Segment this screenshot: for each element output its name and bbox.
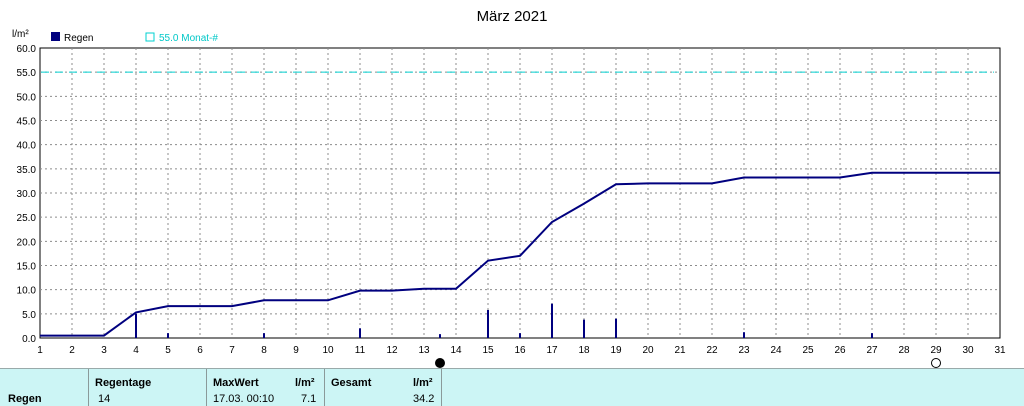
- maxwert-value: 7.1: [301, 393, 317, 405]
- y-tick-label: 20.0: [17, 237, 37, 248]
- cumulative-rain-line: [40, 171, 1000, 337]
- maxwert-unit: l/m²: [295, 377, 315, 389]
- rain-chart: März 2021 l/m² Regen 55.0 Monat-# 0.0 5.0…: [12, 8, 1006, 368]
- summary-table: Regen Regentage 14 MaxWert l/m² 17.03. 0…: [0, 368, 1024, 406]
- y-tick-label: 0.0: [22, 334, 36, 345]
- maxwert-time: 17.03. 00:10: [213, 393, 275, 405]
- x-tick-label: 27: [866, 345, 878, 356]
- regentage-value: 14: [98, 393, 111, 405]
- legend-label-monthly: 55.0 Monat-#: [159, 33, 218, 44]
- full-moon-icon: [931, 358, 941, 368]
- x-tick-label: 1: [37, 345, 43, 356]
- rain-bar: [439, 334, 441, 338]
- chart-title: März 2021: [477, 8, 548, 25]
- legend-label-rain: Regen: [64, 33, 93, 44]
- y-tick-label: 55.0: [17, 68, 37, 79]
- x-tick-label: 6: [197, 345, 203, 356]
- x-tick-label: 4: [133, 345, 139, 356]
- x-tick-label: 9: [293, 345, 299, 356]
- summary-gesamt-cell: Gesamt l/m² 34.2: [324, 369, 441, 406]
- rain-bar: [583, 319, 585, 338]
- rain-bar: [359, 328, 361, 338]
- x-tick-label: 5: [165, 345, 171, 356]
- x-tick-label: 30: [962, 345, 974, 356]
- x-tick-label: 21: [674, 345, 686, 356]
- summary-label-cell: Regen: [0, 369, 88, 406]
- y-tick-label: 60.0: [17, 44, 37, 55]
- summary-maxwert-cell: MaxWert l/m² 17.03. 00:10 7.1: [206, 369, 324, 406]
- rain-bar: [743, 332, 745, 338]
- summary-row-label: Regen: [8, 393, 42, 405]
- rain-bar: [551, 303, 553, 338]
- x-tick-labels: 1 2 3 4 5 6 7 8 9 10 11 12 13 14 15 16 17 18 19 20 21 22 23 24 2…: [37, 345, 1006, 356]
- x-tick-label: 18: [578, 345, 590, 356]
- rain-bar: [135, 313, 137, 338]
- x-tick-label: 20: [642, 345, 654, 356]
- x-tick-label: 13: [418, 345, 430, 356]
- x-tick-label: 24: [770, 345, 782, 356]
- y-tick-labels: 0.0 5.0 10.0 15.0 20.0 25.0 30.0 35.0 40.0 45.0 50…: [17, 44, 37, 345]
- gesamt-header: Gesamt: [331, 377, 372, 389]
- x-tick-label: 8: [261, 345, 267, 356]
- x-tick-label: 15: [482, 345, 494, 356]
- x-tick-label: 23: [738, 345, 750, 356]
- y-tick-label: 25.0: [17, 213, 37, 224]
- y-tick-label: 30.0: [17, 189, 37, 200]
- summary-empty-cell: [441, 369, 1024, 406]
- legend-swatch-rain: [51, 32, 60, 41]
- x-tick-label: 22: [706, 345, 718, 356]
- x-tick-label: 11: [355, 345, 366, 356]
- moon-phase-markers: [435, 358, 941, 368]
- rain-bar: [519, 333, 521, 338]
- y-tick-label: 10.0: [17, 286, 37, 297]
- x-tick-label: 17: [546, 345, 558, 356]
- x-tick-label: 2: [69, 345, 75, 356]
- new-moon-icon: [435, 358, 445, 368]
- rain-bar: [263, 333, 265, 338]
- x-tick-label: 14: [450, 345, 462, 356]
- y-tick-label: 5.0: [22, 310, 36, 321]
- x-tick-label: 26: [834, 345, 846, 356]
- y-axis-unit: l/m²: [12, 29, 29, 40]
- rain-bar: [167, 333, 169, 338]
- x-tick-label: 10: [322, 345, 334, 356]
- x-tick-label: 7: [229, 345, 235, 356]
- gesamt-unit: l/m²: [413, 377, 433, 389]
- rain-bar: [487, 309, 489, 338]
- daily-rain-bars: [135, 303, 873, 338]
- legend: Regen 55.0 Monat-#: [51, 32, 218, 44]
- y-tick-label: 15.0: [17, 262, 37, 273]
- x-tick-label: 16: [514, 345, 526, 356]
- y-tick-label: 50.0: [17, 92, 37, 103]
- summary-regentage-cell: Regentage 14: [88, 369, 206, 406]
- y-tick-label: 40.0: [17, 141, 37, 152]
- rain-bar: [871, 333, 873, 338]
- x-tick-label: 28: [898, 345, 910, 356]
- x-tick-label: 3: [101, 345, 107, 356]
- x-tick-label: 31: [994, 345, 1006, 356]
- x-tick-label: 29: [930, 345, 942, 356]
- maxwert-header: MaxWert: [213, 377, 259, 389]
- x-tick-label: 25: [802, 345, 814, 356]
- legend-swatch-monthly: [145, 32, 155, 42]
- y-tick-label: 35.0: [17, 165, 37, 176]
- gridlines: [40, 48, 1000, 338]
- y-tick-label: 45.0: [17, 117, 37, 128]
- rain-bar: [615, 318, 617, 338]
- regentage-header: Regentage: [95, 377, 152, 389]
- gesamt-value: 34.2: [413, 393, 435, 405]
- x-tick-label: 19: [610, 345, 622, 356]
- x-tick-label: 12: [386, 345, 398, 356]
